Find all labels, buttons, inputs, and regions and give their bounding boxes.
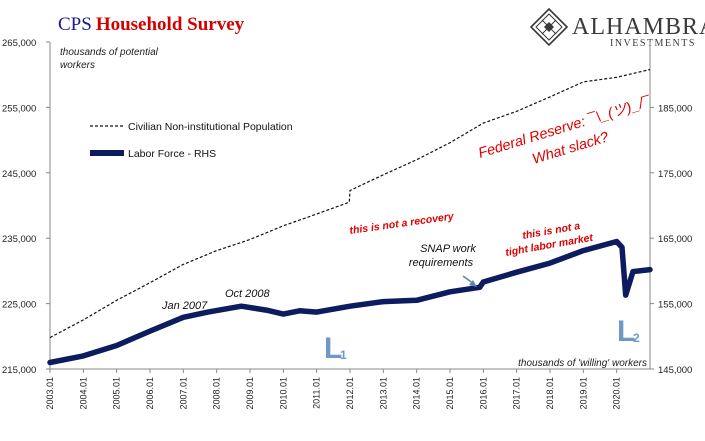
legend-label-population: Civilian Non-institutional Population <box>128 121 293 133</box>
left-tick-label: 215,000 <box>2 365 36 376</box>
legend: Civilian Non-institutional Population La… <box>90 121 293 160</box>
annotation-snap-line1: SNAP work <box>420 243 476 255</box>
legend-label-labor-force: Labor Force - RHS <box>128 148 216 160</box>
x-tick-label: 2016.01 <box>478 377 488 410</box>
x-tick-label: 2008.01 <box>212 377 222 410</box>
left-tick-label: 245,000 <box>2 169 36 180</box>
x-tick-label: 2017.01 <box>512 377 522 410</box>
left-axis-note-line1: thousands of potential <box>60 47 159 58</box>
series-population-line <box>49 68 651 339</box>
annotation-snap-line2: requirements <box>409 257 474 269</box>
right-tick-label: 175,000 <box>658 169 692 180</box>
l1-subscript: 1 <box>340 348 347 362</box>
x-tick-label: 2009.01 <box>245 377 255 410</box>
right-tick-label: 145,000 <box>658 365 692 376</box>
left-axis-note-line2: workers <box>60 60 95 71</box>
chart-title: CPS Household Survey <box>58 14 245 35</box>
x-tick-label: 2006.01 <box>145 377 155 410</box>
chart-title-part2: Household Survey <box>96 14 245 35</box>
x-tick-label: 2003.01 <box>45 377 55 410</box>
annotation-oct-2008: Oct 2008 <box>225 288 271 300</box>
logo-name: ALHAMBRA <box>572 14 705 40</box>
left-tick-label: 235,000 <box>2 234 36 245</box>
right-axis-ticks: 185,000 175,000 165,000 155,000 145,000 <box>650 103 692 376</box>
left-tick-label: 225,000 <box>2 300 36 311</box>
x-tick-label: 2018.01 <box>545 377 555 410</box>
l1-label: L 1 <box>324 332 347 365</box>
x-tick-label: 2010.01 <box>278 377 288 410</box>
x-tick-label: 2011.01 <box>312 377 322 409</box>
chart-title-part1: CPS <box>58 14 92 35</box>
x-tick-label: 2012.01 <box>345 377 355 410</box>
l2-label: L 2 <box>617 315 640 348</box>
x-tick-label: 2014.01 <box>412 377 422 410</box>
x-tick-label: 2013.01 <box>378 377 388 410</box>
left-tick-label: 265,000 <box>2 38 36 49</box>
left-axis-ticks: 265,000 255,000 245,000 235,000 225,000 215,0… <box>2 38 50 376</box>
l1-letter: L <box>324 332 342 365</box>
x-tick-label: 2020.01 <box>612 377 622 410</box>
alhambra-logo: ALHAMBRA INVESTMENTS <box>529 7 705 49</box>
right-axis-note: thousands of 'willing' workers <box>518 358 647 369</box>
x-tick-label: 2005.01 <box>112 377 122 410</box>
x-tick-label: 2007.01 <box>178 377 188 410</box>
right-tick-label: 155,000 <box>658 300 692 311</box>
x-tick-label: 2019.01 <box>578 377 588 410</box>
l2-subscript: 2 <box>633 331 640 345</box>
x-tick-label: 2015.01 <box>445 377 455 410</box>
series-labor-force-line <box>47 238 653 366</box>
annotation-not-recovery: this is not a recovery <box>349 210 456 237</box>
annotation-jan-2007: Jan 2007 <box>161 300 208 312</box>
x-axis-ticks: 2003.01 2004.01 2005.01 2006.01 2007.01 2008.… <box>45 369 622 410</box>
right-tick-label: 165,000 <box>658 234 692 245</box>
logo-sub: INVESTMENTS <box>610 38 696 49</box>
right-tick-label: 185,000 <box>658 103 692 114</box>
arrow-icon <box>462 275 477 287</box>
diamond-icon <box>529 7 569 47</box>
l2-letter: L <box>617 315 635 348</box>
left-tick-label: 255,000 <box>2 103 36 114</box>
plot-area <box>49 42 651 370</box>
x-tick-label: 2004.01 <box>78 377 88 410</box>
